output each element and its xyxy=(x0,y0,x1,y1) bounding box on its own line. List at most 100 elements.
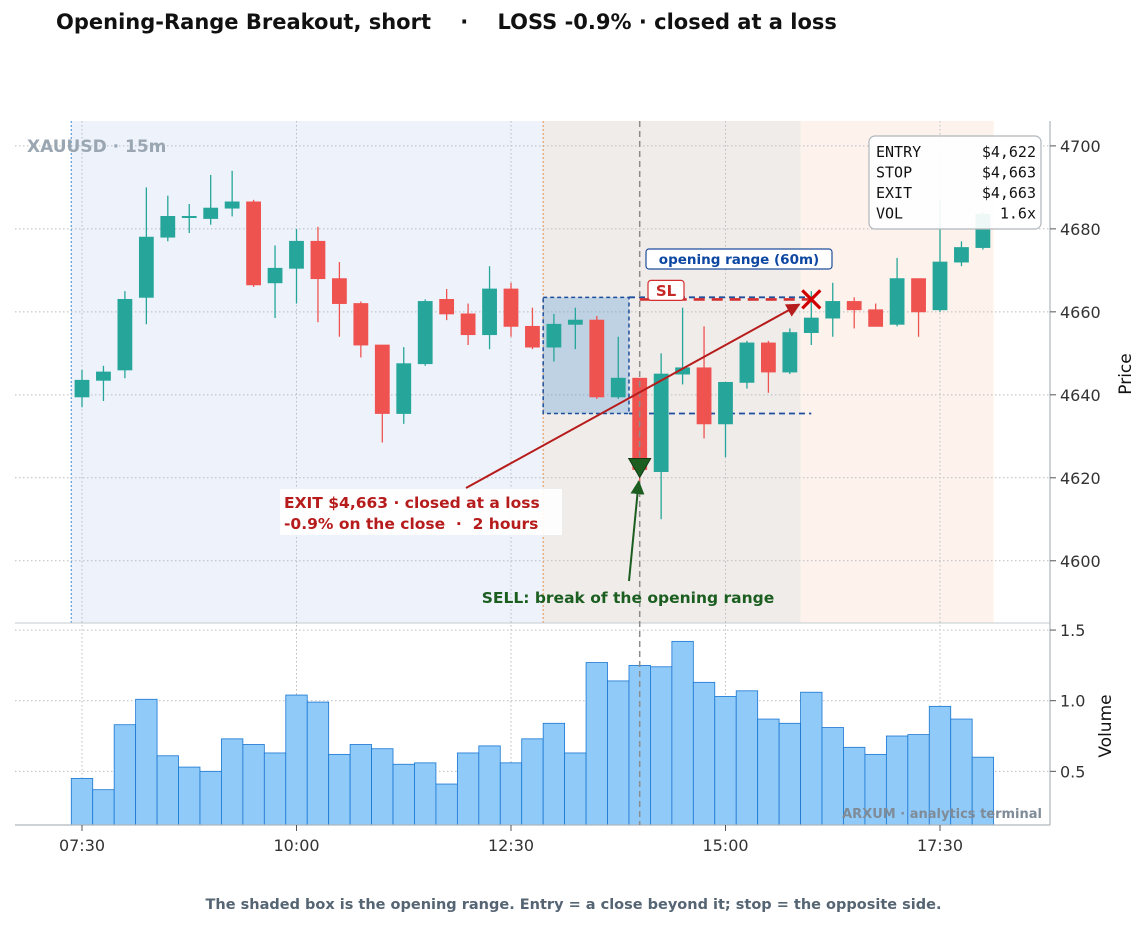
candle-body xyxy=(96,371,111,381)
candle-body xyxy=(782,332,798,373)
volume-bar xyxy=(156,755,179,826)
candle-body xyxy=(653,373,669,472)
sell-arrow xyxy=(628,480,645,582)
exit-arrow xyxy=(465,303,801,489)
exit-marker xyxy=(801,289,822,310)
candle-body xyxy=(181,216,197,219)
candle-body xyxy=(911,278,926,313)
candle-body xyxy=(954,247,969,263)
info-row-value: 1.6x xyxy=(1000,205,1036,223)
volume-axis-label: Volume xyxy=(1096,694,1116,757)
volume-bar xyxy=(542,722,566,826)
chart-title: Opening-Range Breakout, short · LOSS -0.… xyxy=(56,10,837,34)
volume-bar xyxy=(92,789,115,826)
candle-body xyxy=(396,363,412,414)
candle-body xyxy=(310,240,326,280)
volume-bar xyxy=(800,691,823,826)
volume-bar xyxy=(478,745,501,826)
candle-body xyxy=(503,288,519,327)
price-tick-label: 4640 xyxy=(1060,386,1101,405)
info-row-value: $4,663 xyxy=(982,164,1036,182)
volume-bar xyxy=(671,640,694,826)
candle-body xyxy=(718,381,733,425)
candle-body xyxy=(74,379,90,398)
candle-body xyxy=(610,377,626,398)
opening-range-label-box xyxy=(645,248,833,270)
candle-body xyxy=(353,303,369,346)
candle-body xyxy=(761,342,776,373)
volume-bar xyxy=(692,681,716,826)
volume-bar xyxy=(585,662,608,826)
candle-body xyxy=(224,201,240,209)
volume-bar xyxy=(564,752,587,826)
volume-bar xyxy=(242,744,265,826)
sl-label: SL xyxy=(656,282,677,300)
time-tick-label: 10:00 xyxy=(273,836,319,855)
volume-bar xyxy=(650,666,673,826)
candle-body xyxy=(417,301,433,365)
volume-tick-label: 1.5 xyxy=(1060,621,1085,640)
candle-body xyxy=(331,278,347,304)
candle-body xyxy=(482,288,497,336)
volume-bar xyxy=(70,777,94,826)
candle-body xyxy=(546,323,562,348)
volume-bar xyxy=(328,753,351,826)
info-box-frame xyxy=(868,135,1042,230)
volume-bar xyxy=(263,752,287,826)
opening-range-label: opening range (60m) xyxy=(659,252,819,268)
volume-bar xyxy=(306,701,330,826)
time-tick-label: 07:30 xyxy=(59,836,105,855)
candle-body xyxy=(803,317,819,333)
candle-body xyxy=(825,301,841,319)
candle-body xyxy=(889,278,905,325)
time-tick-label: 15:00 xyxy=(702,836,748,855)
candle-body xyxy=(246,201,262,286)
volume-bar xyxy=(414,762,437,826)
sl-label-box xyxy=(647,279,685,301)
volume-bar xyxy=(778,722,801,826)
info-row-key: ENTRY xyxy=(876,143,921,161)
volume-bar xyxy=(285,694,308,826)
volume-bar xyxy=(521,738,544,826)
info-row-key: STOP xyxy=(876,164,912,182)
candle-body xyxy=(460,313,476,336)
exit-label-line2: -0.9% on the close · 2 hours xyxy=(284,515,538,533)
candlestick-series xyxy=(74,170,991,520)
candle-body xyxy=(374,344,390,414)
session-range-band xyxy=(543,121,801,623)
info-row-key: EXIT xyxy=(876,184,912,202)
exit-marker-stroke xyxy=(801,289,822,310)
sell-marker xyxy=(627,457,652,479)
candle-body xyxy=(525,325,540,348)
price-tick-label: 4700 xyxy=(1060,137,1101,156)
volume-tick-label: 0.5 xyxy=(1060,762,1085,781)
candle-body xyxy=(696,367,712,425)
volume-bar xyxy=(392,763,415,826)
volume-bar xyxy=(607,680,630,826)
volume-bar xyxy=(821,727,844,826)
info-box: ENTRY $4,622 STOP $4,663 EXIT $4,663 VOL 1.6x xyxy=(868,135,1042,230)
annotations: SL opening range (60m) EXIT $4,663 · close… xyxy=(280,121,833,825)
price-tick-label: 4680 xyxy=(1060,220,1101,239)
volume-bar xyxy=(135,698,158,826)
candle-body xyxy=(289,240,304,269)
price-tick-label: 4660 xyxy=(1060,303,1101,322)
candle-body xyxy=(932,261,948,311)
volume-bar xyxy=(456,752,480,826)
volume-bar xyxy=(735,690,759,826)
info-row-value: $4,622 xyxy=(982,143,1036,161)
candle-body xyxy=(203,207,219,219)
candle-body xyxy=(567,319,583,325)
volume-bar xyxy=(757,718,780,826)
time-tick-label: 17:30 xyxy=(917,836,963,855)
candle-body xyxy=(739,342,755,383)
volume-tick-label: 1.0 xyxy=(1060,692,1085,711)
candle-body xyxy=(589,319,605,398)
volume-series xyxy=(70,640,995,826)
price-tick-label: 4600 xyxy=(1060,552,1101,571)
symbol-label: XAUUSD · 15m xyxy=(27,137,166,157)
exit-label-line1: EXIT $4,663 · closed at a loss xyxy=(284,494,540,512)
volume-bar xyxy=(349,744,372,826)
volume-bar xyxy=(199,770,222,826)
